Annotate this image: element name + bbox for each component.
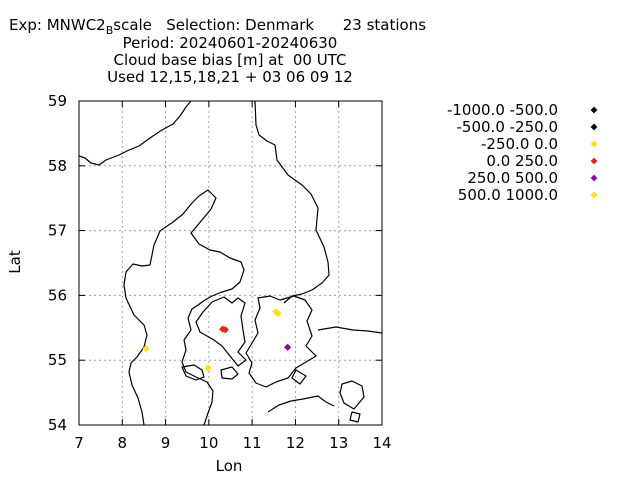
y-tick-labels: 54 55 56 57 58 59 <box>48 92 67 434</box>
legend: -1000.0 -500.0-500.0 -250.0-250.0 0.00.0… <box>447 101 598 204</box>
selection-info: scale Selection: Denmark 23 stations <box>113 16 427 34</box>
legend-label: 500.0 1000.0 <box>458 186 558 204</box>
legend-label: -250.0 0.0 <box>481 135 558 153</box>
legend-label: 0.0 250.0 <box>486 152 558 170</box>
station-marker <box>142 344 150 353</box>
x-tick-labels: 7 8 9 10 11 12 13 14 <box>74 434 391 452</box>
x-tick-label: 14 <box>372 434 391 452</box>
period-line: Period: 20240601-20240630 <box>122 34 338 52</box>
grid-lines <box>79 101 382 425</box>
axis-ticks <box>78 100 383 426</box>
legend-label: -1000.0 -500.0 <box>447 101 558 119</box>
y-tick-label: 54 <box>48 416 67 434</box>
used-hours-line: Used 12,15,18,21 + 03 06 09 12 <box>107 68 353 86</box>
legend-marker <box>590 191 598 199</box>
chart-title: Cloud base bias [m] at 00 UTC <box>113 51 347 69</box>
x-tick-label: 8 <box>118 434 128 452</box>
legend-marker <box>590 157 598 165</box>
x-tick-label: 13 <box>329 434 348 452</box>
station-marker <box>204 364 212 372</box>
legend-marker <box>590 106 598 114</box>
legend-marker <box>590 174 598 182</box>
legend-label: 250.0 500.0 <box>467 169 558 187</box>
station-marker <box>284 343 292 351</box>
x-tick-label: 11 <box>243 434 262 452</box>
station-marker <box>221 326 229 334</box>
station-marker <box>274 309 282 318</box>
experiment-name: Exp: MNWC2 <box>9 16 106 34</box>
station-markers <box>142 307 292 372</box>
y-axis-title: Lat <box>6 250 24 274</box>
experiment-subscript: B <box>105 24 114 37</box>
legend-marker <box>590 140 598 148</box>
y-tick-label: 59 <box>48 92 67 110</box>
x-axis-title: Lon <box>216 457 243 475</box>
y-tick-label: 56 <box>48 286 67 304</box>
x-tick-label: 9 <box>161 434 171 452</box>
x-tick-label: 10 <box>199 434 218 452</box>
plot-frame <box>78 100 383 426</box>
legend-label: -500.0 -250.0 <box>457 118 558 136</box>
y-tick-label: 55 <box>48 351 67 369</box>
legend-marker <box>590 123 598 131</box>
experiment-line: Exp: MNWC2Bscale Selection: Denmark 23 s… <box>9 16 427 37</box>
x-tick-label: 7 <box>74 434 84 452</box>
coastline-map <box>79 101 382 425</box>
y-tick-label: 57 <box>48 222 67 240</box>
x-tick-label: 12 <box>286 434 305 452</box>
y-tick-label: 58 <box>48 157 67 175</box>
